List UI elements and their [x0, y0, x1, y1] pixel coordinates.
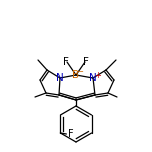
Text: +: +	[95, 71, 101, 79]
Text: N: N	[56, 73, 64, 83]
Text: F: F	[63, 57, 69, 67]
Text: N: N	[89, 73, 97, 83]
Text: B: B	[73, 70, 79, 80]
Text: F: F	[68, 129, 73, 139]
Text: F: F	[83, 57, 89, 67]
Text: −: −	[76, 67, 83, 76]
